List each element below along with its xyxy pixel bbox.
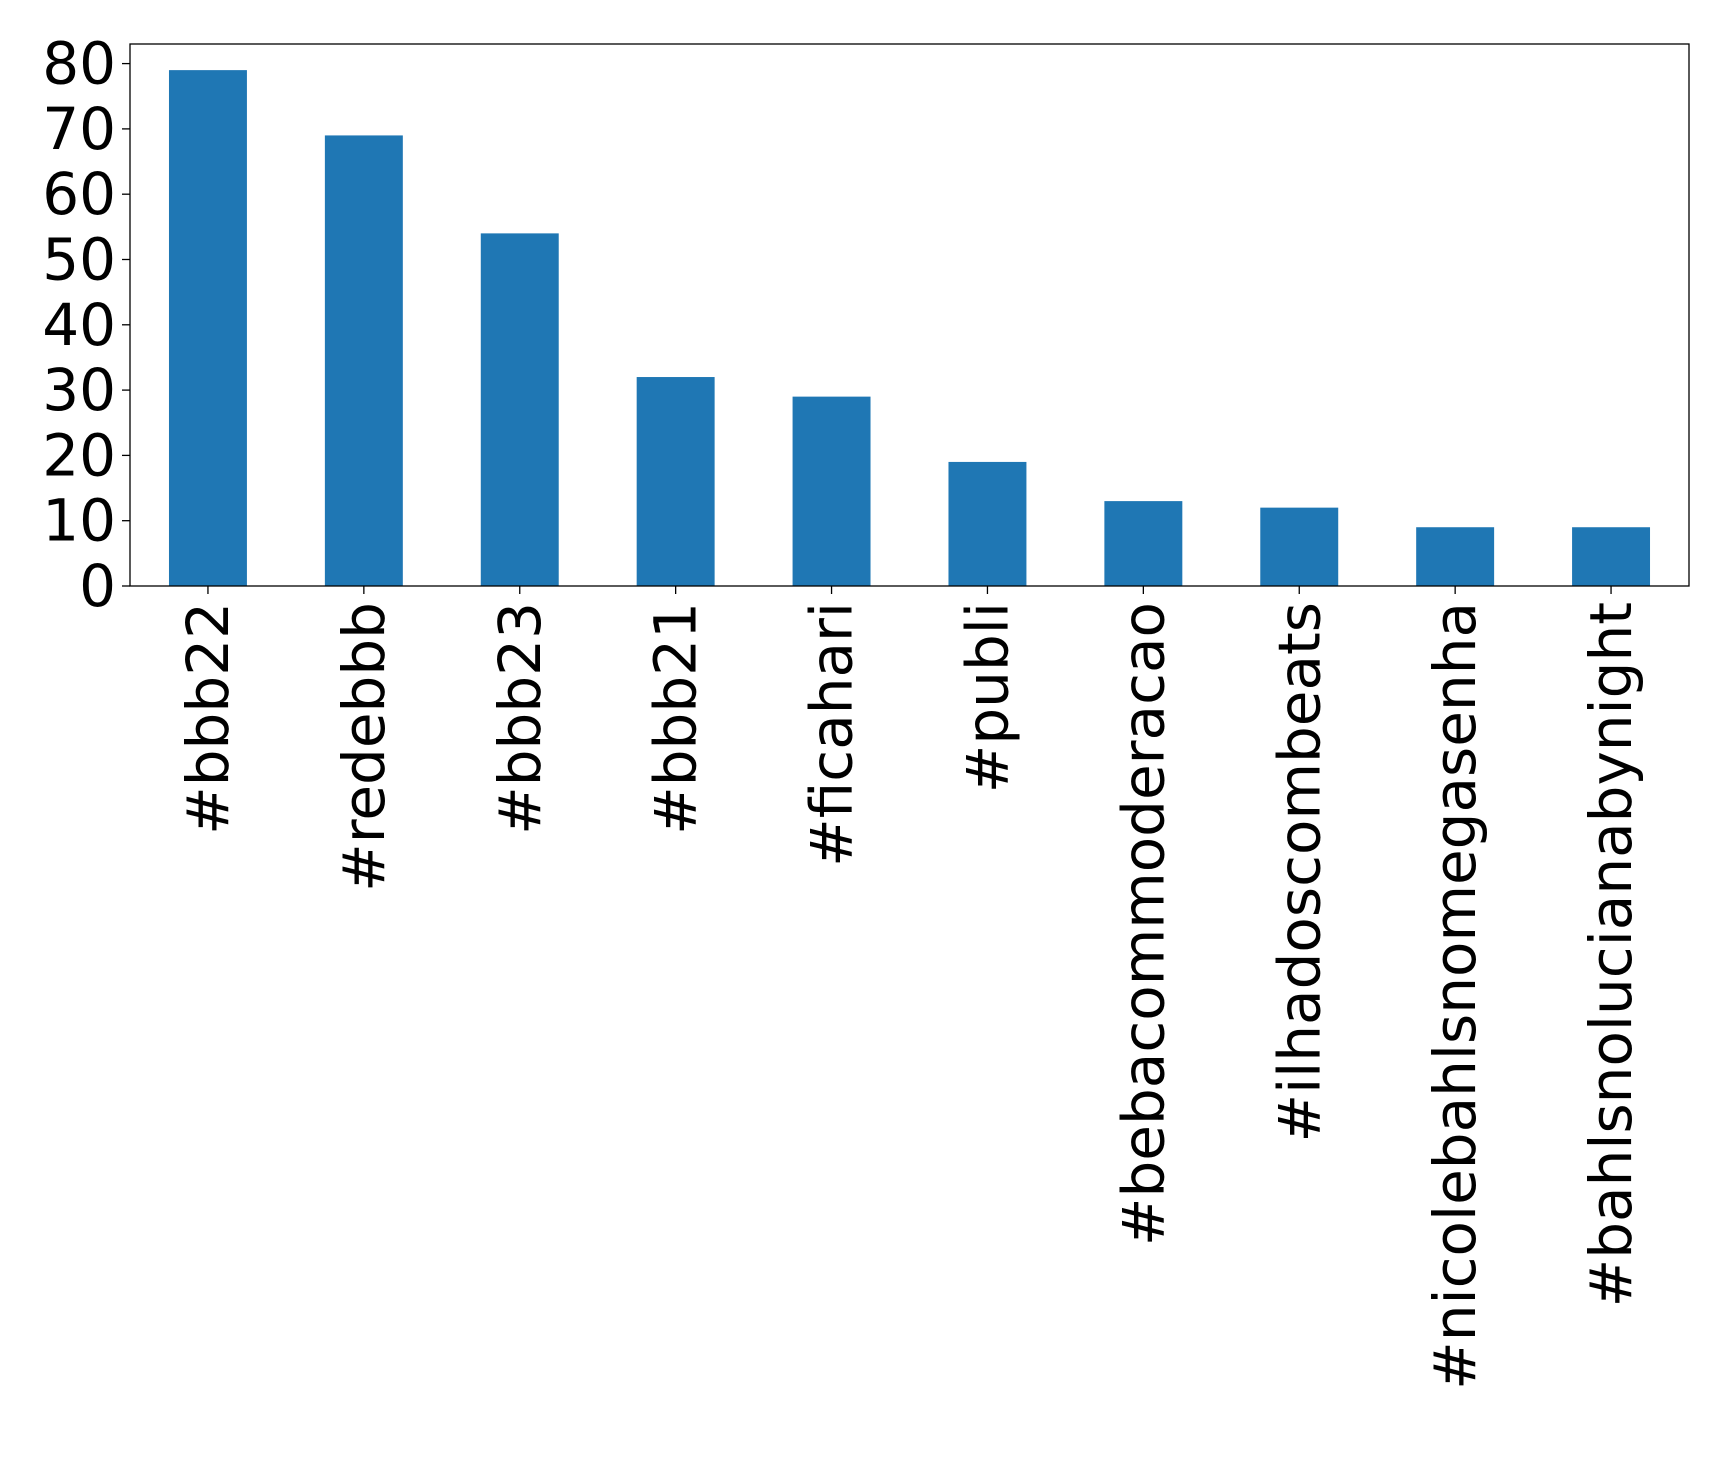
y-tick-label: 0 [79, 552, 116, 620]
x-tick-label: #bahlsnolucianabynight [1577, 602, 1645, 1307]
bar-publi [948, 461, 1027, 586]
x-tick-label: #bbb22 [174, 602, 242, 835]
x-tick-label: #ilhadoscombeats [1265, 602, 1333, 1143]
bar-bahlsnolucianabynight [1572, 527, 1651, 586]
y-tick-label: 20 [42, 421, 116, 489]
x-tick-label: #nicolebahlsnomegasenha [1421, 602, 1489, 1390]
x-tick-label: #publi [953, 602, 1021, 793]
plot-frame [129, 43, 1690, 587]
y-tick-label: 60 [42, 160, 116, 228]
y-tick-label: 70 [42, 95, 116, 163]
y-tick-label: 10 [42, 487, 116, 555]
bar-bebacommoderacao [1104, 501, 1183, 586]
x-tick-label: #bbb23 [486, 602, 554, 835]
bar-bbb22 [168, 70, 247, 586]
x-tick-label: #bebacommoderacao [1109, 602, 1177, 1246]
y-tick-label: 40 [42, 291, 116, 359]
x-tick-label: #ficahari [798, 602, 866, 867]
x-tick-label: #bbb21 [642, 602, 710, 835]
y-tick-label: 80 [42, 30, 116, 98]
x-axis: #bbb22 #redebbb #bbb23 #bbb21 #ficahari #publ… [174, 586, 1645, 1390]
y-tick-label: 30 [42, 356, 116, 424]
bar-bbb21 [636, 377, 715, 586]
bar-ficahari [792, 396, 871, 586]
bar-bbb23 [480, 233, 559, 587]
bars-layer [168, 70, 1651, 587]
y-tick-label: 50 [42, 225, 116, 293]
bar-redebbb [324, 135, 403, 586]
bar-ilhadoscombeats [1260, 507, 1339, 586]
x-tick-label: #redebbb [330, 602, 398, 892]
bar-nicolebahlsnomegasenha [1416, 527, 1495, 586]
